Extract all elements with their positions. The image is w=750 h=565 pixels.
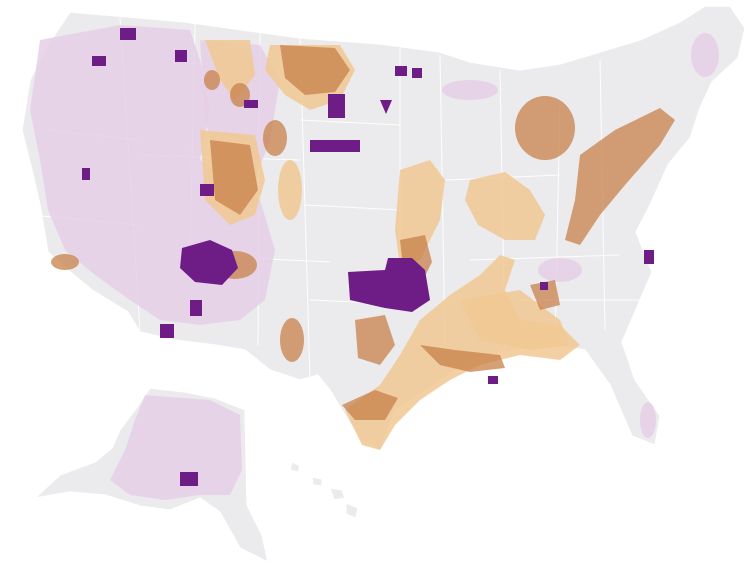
shale-play-anadarko: [280, 318, 304, 362]
shale-play-sacramento: [51, 254, 79, 270]
tribal-land-wisconsin: [412, 68, 422, 78]
tribal-land-wind-river: [200, 184, 214, 196]
shale-play-montana: [263, 120, 287, 156]
shale-play-uinta: [204, 70, 220, 90]
federal-land-florida: [640, 402, 656, 438]
tribal-land-north-carolina: [540, 282, 548, 290]
shale-dark-layer: [51, 45, 675, 420]
shale-play-niobrara: [210, 140, 258, 215]
tribal-land-navajo: [180, 240, 238, 285]
shale-play-arkoma: [460, 290, 570, 350]
tribal-land-layer: [82, 28, 654, 486]
tribal-land-alaska: [180, 472, 198, 486]
tribal-land-nevada: [82, 168, 90, 180]
shale-play-bakken: [280, 45, 350, 95]
tribal-land-montana-north: [120, 28, 136, 40]
tribal-land-florida: [644, 250, 654, 264]
tribal-land-arizona-south: [160, 324, 174, 338]
federal-land-appalachia: [538, 258, 582, 282]
federal-land-great-lakes: [442, 80, 498, 100]
shale-play-black-warrior: [530, 280, 560, 310]
shale-play-antrim: [515, 96, 575, 160]
federal-land-alaska: [110, 395, 242, 500]
tribal-land-fort-peck: [244, 100, 258, 108]
tribal-land-mississippi: [488, 376, 498, 384]
tribal-land-idaho: [175, 50, 187, 62]
tribal-land-minnesota: [395, 66, 407, 76]
shale-play-haynesville: [420, 345, 505, 372]
shale-play-powder-river: [278, 160, 302, 220]
shale-play-eagle-ford: [342, 390, 398, 420]
shale-play-appalachian: [565, 108, 675, 245]
tribal-land-oklahoma: [348, 258, 430, 312]
tribal-land-arizona-west: [190, 300, 202, 316]
tribal-land-standing-rock: [328, 94, 345, 118]
shale-play-permian: [355, 315, 395, 365]
shale-play-michigan-basin: [465, 172, 545, 240]
tribal-land-south-dakota: [380, 100, 392, 114]
tribal-land-washington: [92, 56, 106, 66]
hawaii-landmass: [289, 461, 359, 519]
tribal-land-pine-ridge: [310, 140, 360, 152]
federal-land-northeast: [691, 33, 719, 77]
